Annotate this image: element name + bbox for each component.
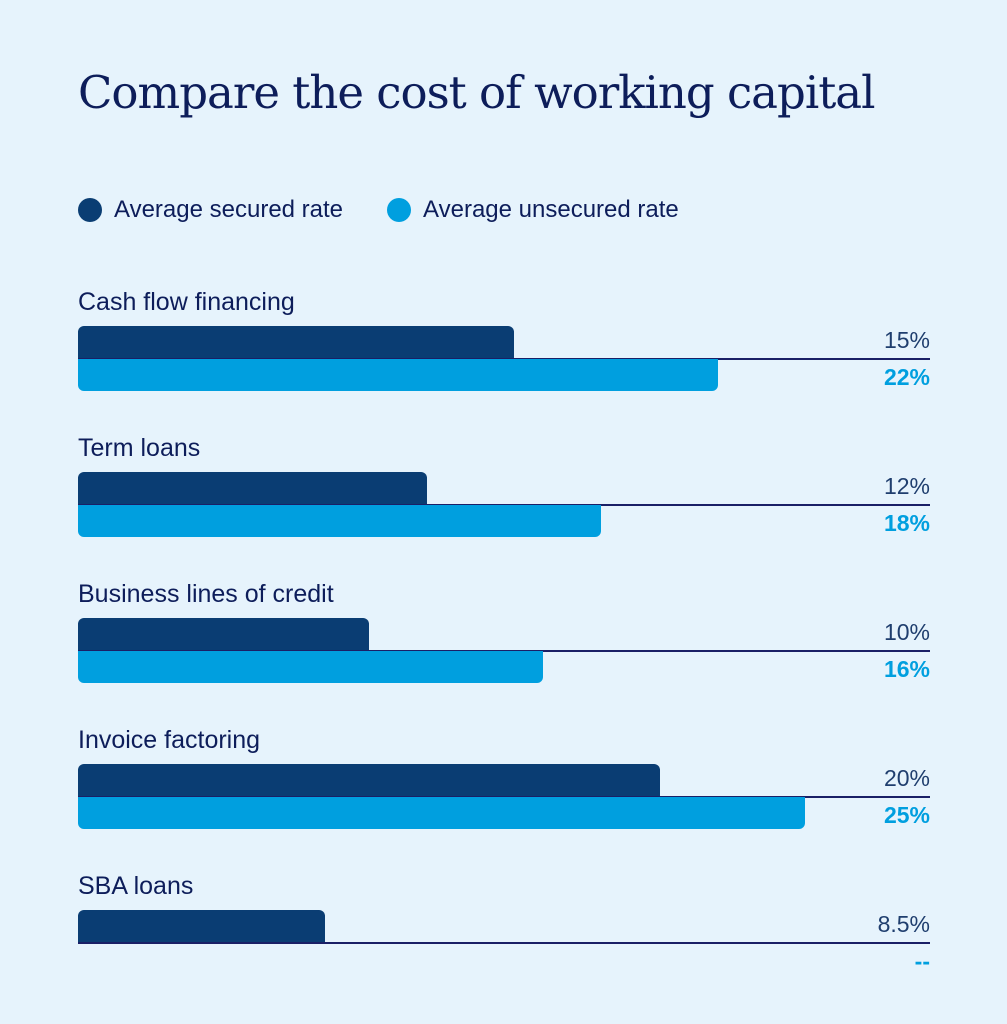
legend-label-unsecured: Average unsecured rate: [423, 196, 679, 223]
secured-bar: [78, 472, 427, 504]
baseline-rule: [78, 796, 930, 798]
secured-bar: [78, 618, 369, 650]
bar-group: Term loans 12% 18%: [78, 434, 930, 544]
legend-label-secured: Average secured rate: [114, 196, 344, 223]
secured-value-label: 10%: [883, 619, 930, 645]
unsecured-bar: [78, 651, 544, 683]
category-label: Invoice factoring: [78, 726, 261, 754]
secured-value-label: 20%: [883, 765, 930, 791]
bar-group: SBA loans 8.5% --: [78, 872, 930, 982]
unsecured-bar: [78, 359, 718, 391]
secured-bar: [78, 910, 326, 942]
secured-bar: [78, 326, 515, 358]
unsecured-value-label: 25%: [883, 802, 930, 828]
unsecured-bar: [78, 797, 805, 829]
chart-title: Compare the cost of working capital: [78, 66, 876, 119]
legend-item-secured: Average secured rate: [78, 196, 343, 224]
unsecured-bar: [78, 505, 602, 537]
legend-swatch-secured: [78, 198, 102, 222]
secured-bar: [78, 764, 660, 796]
unsecured-value-label: 22%: [883, 364, 930, 390]
category-label: Cash flow financing: [78, 288, 295, 316]
baseline-rule: [78, 942, 930, 944]
legend: Average secured rate Average unsecured r…: [78, 196, 723, 224]
category-label: Term loans: [78, 434, 201, 462]
baseline-rule: [78, 504, 930, 506]
category-label: Business lines of credit: [78, 580, 334, 608]
unsecured-value-label: 16%: [883, 656, 930, 682]
bar-group: Business lines of credit 10% 16%: [78, 580, 930, 690]
unsecured-value-label: 18%: [883, 510, 930, 536]
bar-group: Cash flow financing 15% 22%: [78, 288, 930, 398]
legend-item-unsecured: Average unsecured rate: [387, 196, 679, 224]
secured-value-label: 8.5%: [877, 911, 930, 937]
secured-value-label: 12%: [883, 473, 930, 499]
baseline-rule: [78, 358, 930, 360]
secured-value-label: 15%: [883, 327, 930, 353]
baseline-rule: [78, 650, 930, 652]
unsecured-value-label: --: [914, 948, 930, 974]
legend-swatch-unsecured: [387, 198, 412, 222]
bar-group: Invoice factoring 20% 25%: [78, 726, 930, 836]
category-label: SBA loans: [78, 872, 194, 900]
